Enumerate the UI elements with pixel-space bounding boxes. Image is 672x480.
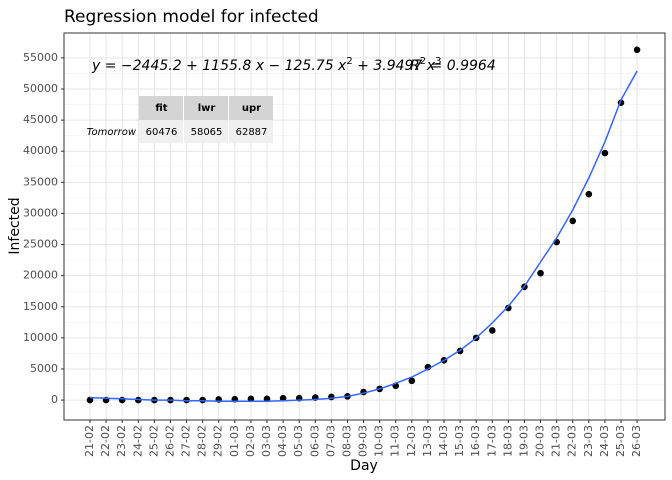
equation-part: = 0.9964: [426, 58, 496, 74]
y-tick-label: 40000: [23, 144, 58, 157]
y-tick-label: 0: [51, 393, 58, 406]
x-tick-label: 07-03: [324, 425, 337, 457]
y-tick-label: 35000: [23, 175, 58, 188]
point: [505, 304, 512, 312]
point: [118, 396, 126, 404]
y-axis-title: Infected: [7, 197, 23, 254]
y-tick-label: 45000: [23, 113, 58, 126]
x-tick-label: 15-03: [453, 425, 466, 457]
x-tick-label: 26-03: [630, 425, 643, 457]
y-tick-label: 5000: [30, 362, 58, 375]
y-tick-label: 10000: [23, 331, 58, 344]
x-tick-label: 17-03: [485, 425, 498, 457]
table-cell: [184, 121, 228, 143]
table-header: lwr: [198, 103, 216, 114]
x-tick-label: 22-03: [566, 425, 579, 457]
y-tick-label: 15000: [23, 300, 58, 313]
x-tick-label: 24-02: [131, 425, 144, 457]
equation-part: 3: [435, 56, 441, 67]
x-tick-label: 12-03: [405, 425, 418, 457]
x-tick-label: 27-02: [180, 425, 193, 457]
point: [279, 394, 287, 402]
x-tick-label: 21-02: [83, 425, 96, 457]
table-row-label: Tomorrow: [87, 127, 137, 138]
table-header-cell: [229, 96, 273, 120]
x-tick-label: 25-02: [147, 425, 160, 457]
equation-part: 2: [346, 56, 352, 67]
y-tick-label: 50000: [23, 82, 58, 95]
table-header: upr: [242, 103, 261, 114]
x-tick-label: 03-03: [260, 425, 273, 457]
equation-part: 2: [420, 56, 426, 67]
equation-part: R: [410, 58, 420, 74]
x-tick-label: 19-03: [517, 425, 530, 457]
y-tick-label: 25000: [23, 238, 58, 251]
point: [247, 395, 255, 403]
x-tick-label: 18-03: [501, 425, 514, 457]
x-tick-label: 14-03: [437, 425, 450, 457]
x-tick-label: 25-03: [614, 425, 627, 457]
x-tick-label: 09-03: [357, 425, 370, 457]
table-header-cell: [184, 96, 228, 120]
x-tick-label: 05-03: [292, 425, 305, 457]
x-tick-label: 24-03: [598, 425, 611, 457]
x-axis-title: Day: [350, 458, 378, 474]
marks: [86, 46, 641, 404]
point: [86, 396, 94, 404]
equation-part: + 3.9497 x: [353, 58, 436, 74]
table-header: fit: [155, 103, 167, 114]
table-cell: [229, 121, 273, 143]
x-tick-label: 21-03: [550, 425, 563, 457]
table-value: 60476: [146, 127, 178, 138]
equation-part: y = −2445.2 + 1155.8 x − 125.75 x: [91, 58, 347, 74]
point: [488, 327, 496, 334]
table-value: 62887: [236, 127, 268, 138]
equation: y = −2445.2 + 1155.8 x − 125.75 x2 + 3.9…: [91, 56, 441, 75]
annotation: y = −2445.2 + 1155.8 x − 125.75 x2 + 3.9…: [87, 56, 496, 143]
x-tick-label: 01-03: [228, 425, 241, 457]
y-tick-label: 30000: [23, 206, 58, 219]
table-header-cell: [139, 96, 183, 120]
point: [633, 46, 641, 54]
x-tick-label: 26-02: [163, 425, 176, 457]
point: [537, 269, 544, 277]
x-tick-label: 11-03: [389, 425, 402, 457]
x-tick-label: 13-03: [421, 425, 434, 457]
r-squared: R2 = 0.9964: [410, 56, 496, 75]
table-cell: [139, 121, 183, 143]
x-tick-label: 08-03: [340, 425, 353, 457]
x-tick-label: 10-03: [373, 425, 386, 457]
chart-title: Regression model for infected: [64, 7, 319, 27]
x-tick-label: 22-02: [99, 425, 112, 457]
y-tick-label: 55000: [23, 51, 58, 64]
point: [328, 393, 335, 401]
x-tick-label: 20-03: [534, 425, 547, 457]
x-tick-label: 06-03: [308, 425, 321, 457]
point: [569, 217, 577, 225]
x-tick-label: 29-02: [212, 425, 225, 457]
fit-line: [89, 70, 638, 403]
panel-border: [63, 32, 666, 421]
x-tick-label: 16-03: [469, 425, 482, 457]
point: [601, 149, 609, 157]
table-value: 58065: [191, 127, 223, 138]
x-tick-label: 23-02: [115, 425, 128, 457]
x-tick-label: 02-03: [244, 425, 257, 457]
point: [408, 377, 416, 385]
x-tick-label: 23-03: [582, 425, 595, 457]
x-tick-label: 28-02: [196, 425, 209, 457]
y-tick-label: 20000: [23, 269, 58, 282]
x-tick-label: 04-03: [276, 425, 289, 457]
point: [585, 190, 593, 198]
